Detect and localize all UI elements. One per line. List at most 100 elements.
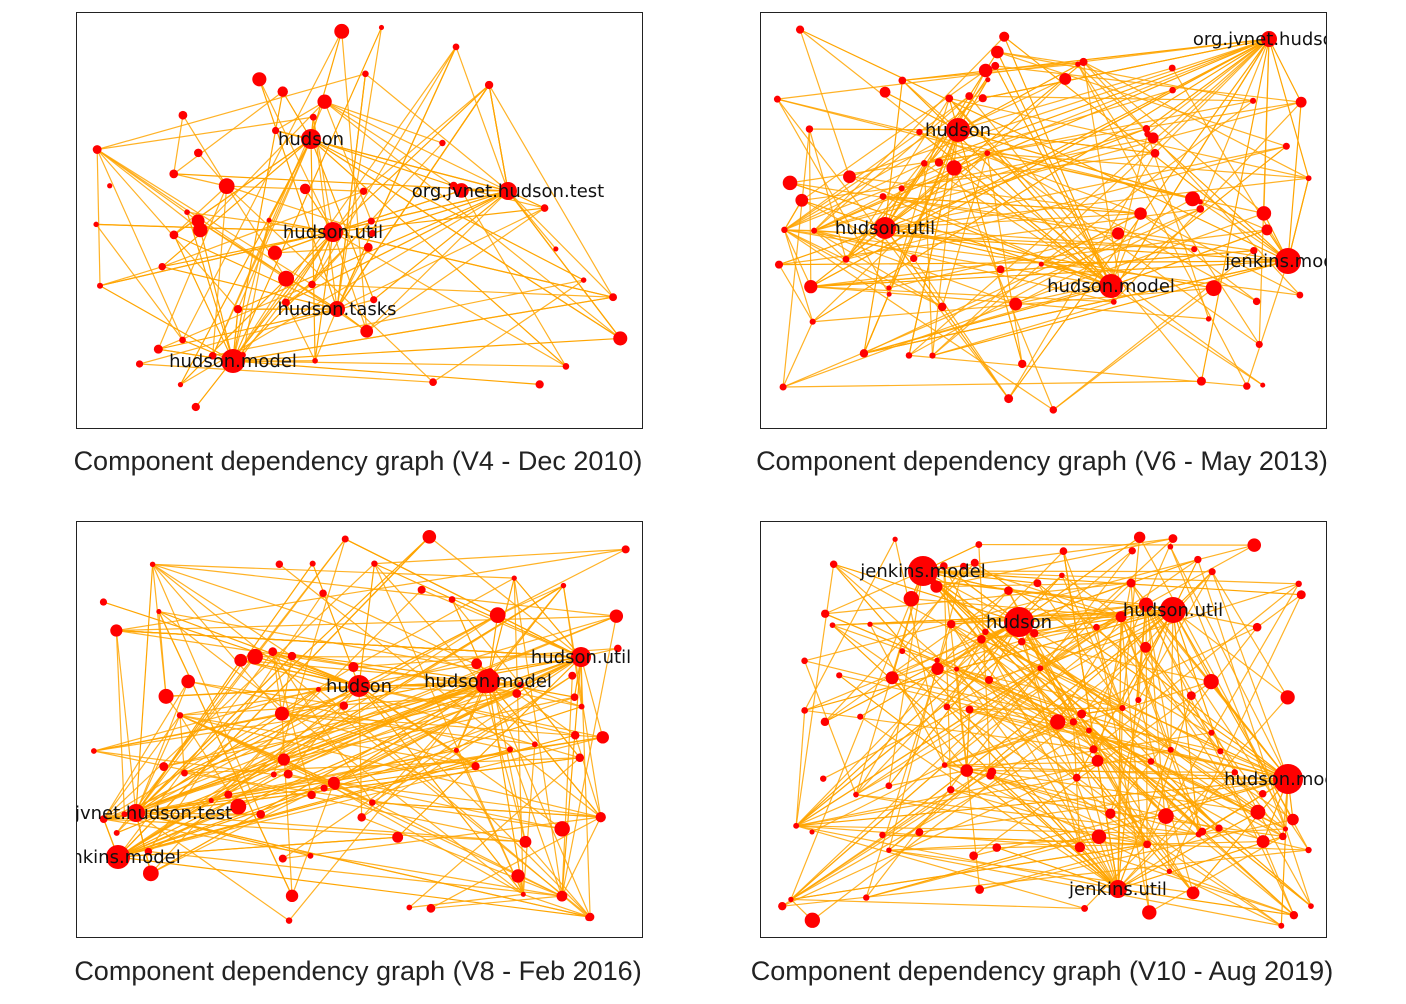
dependency-edge	[1198, 778, 1289, 835]
dependency-edge	[95, 224, 184, 341]
component-node	[91, 748, 97, 754]
dependency-edge	[1018, 621, 1220, 829]
dependency-edge	[226, 185, 434, 383]
dependency-edge	[341, 31, 368, 332]
dependency-edge	[281, 655, 293, 714]
component-node	[517, 681, 525, 689]
dependency-edge	[790, 764, 946, 900]
dependency-edge	[373, 190, 509, 301]
dependency-edge	[158, 610, 491, 672]
component-node	[169, 169, 179, 179]
component-node	[793, 822, 800, 829]
component-node	[857, 713, 864, 720]
component-node	[931, 662, 944, 675]
dependency-edge	[863, 129, 959, 354]
component-node	[1247, 538, 1262, 552]
dependency-edge	[948, 97, 1120, 282]
component-node	[954, 666, 960, 672]
dependency-edge	[953, 167, 1112, 287]
component-node	[1133, 531, 1146, 543]
component-node	[1142, 905, 1157, 920]
dependency-edge	[796, 825, 1119, 890]
dependency-edge	[943, 565, 1020, 623]
component-node	[177, 382, 184, 388]
node-label: hudson	[925, 120, 991, 141]
component-node	[110, 624, 123, 637]
dependency-edge	[487, 585, 564, 682]
dependency-edge	[923, 162, 1264, 386]
dependency-edge	[796, 825, 1199, 835]
component-node	[357, 813, 366, 822]
component-node	[1195, 831, 1203, 838]
component-node	[821, 609, 830, 618]
edges	[93, 536, 626, 922]
component-node	[596, 731, 609, 744]
component-node	[1111, 227, 1125, 240]
dependency-edge	[777, 98, 1193, 200]
dependency-edge	[1093, 583, 1300, 750]
component-node	[1305, 846, 1312, 854]
dependency-edge	[882, 195, 1141, 215]
component-node	[1255, 340, 1263, 348]
dependency-edge	[332, 231, 614, 298]
dependency-edge	[884, 128, 1147, 229]
dependency-edge	[824, 570, 924, 615]
dependency-edge	[184, 680, 489, 774]
dependency-edge	[372, 190, 509, 234]
dependency-edge	[158, 611, 293, 897]
component-node	[795, 25, 805, 34]
component-node	[252, 72, 267, 87]
dependency-edge	[1146, 38, 1270, 130]
component-node	[946, 160, 962, 176]
component-node	[782, 175, 798, 191]
dependency-edge	[310, 31, 343, 140]
component-node	[863, 894, 870, 901]
component-node	[341, 535, 349, 543]
component-node	[149, 561, 156, 568]
dependency-edge	[849, 38, 1270, 178]
dependency-edge	[1172, 609, 1221, 752]
dependency-edge	[258, 78, 334, 233]
component-node	[159, 762, 169, 772]
component-node	[1289, 910, 1299, 920]
component-node	[285, 889, 299, 903]
component-node	[368, 229, 376, 237]
graph-panel-v6: org.jvnet.hudson hudson hudson.util jenkins…	[760, 12, 1327, 429]
component-node	[886, 285, 892, 291]
dependency-edge	[117, 782, 335, 858]
dependency-edge	[790, 771, 993, 900]
component-node	[208, 797, 214, 804]
component-node	[939, 562, 948, 570]
dependency-edge	[944, 721, 1058, 766]
component-node	[281, 298, 290, 307]
dependency-edge	[324, 101, 372, 222]
hub-node	[874, 217, 896, 239]
component-node	[885, 782, 893, 790]
component-node	[1150, 148, 1160, 158]
dependency-edge	[855, 660, 938, 795]
component-node	[448, 596, 456, 603]
dependency-edge	[242, 190, 365, 356]
dependency-edge	[811, 713, 1082, 921]
dependency-edge	[310, 138, 375, 300]
dependency-edge	[833, 563, 1119, 890]
component-node	[1250, 246, 1258, 255]
component-node	[1250, 97, 1257, 104]
component-node	[1196, 376, 1206, 386]
component-node	[836, 672, 843, 679]
component-node	[879, 86, 891, 98]
component-node	[986, 771, 995, 780]
dependency-edge	[152, 564, 167, 697]
node-label: jenkins.model	[77, 847, 181, 868]
component-node	[417, 585, 426, 594]
dependency-edge	[1246, 260, 1289, 387]
component-node	[142, 865, 159, 882]
dependency-edge	[888, 98, 950, 295]
hub-node	[127, 804, 145, 822]
dependency-edge	[96, 149, 199, 222]
dependency-edge	[212, 279, 584, 357]
dependency-edge	[982, 38, 1270, 99]
dependency-edge	[135, 812, 152, 874]
dependency-edge	[195, 231, 334, 408]
dependency-edge	[1095, 627, 1150, 913]
